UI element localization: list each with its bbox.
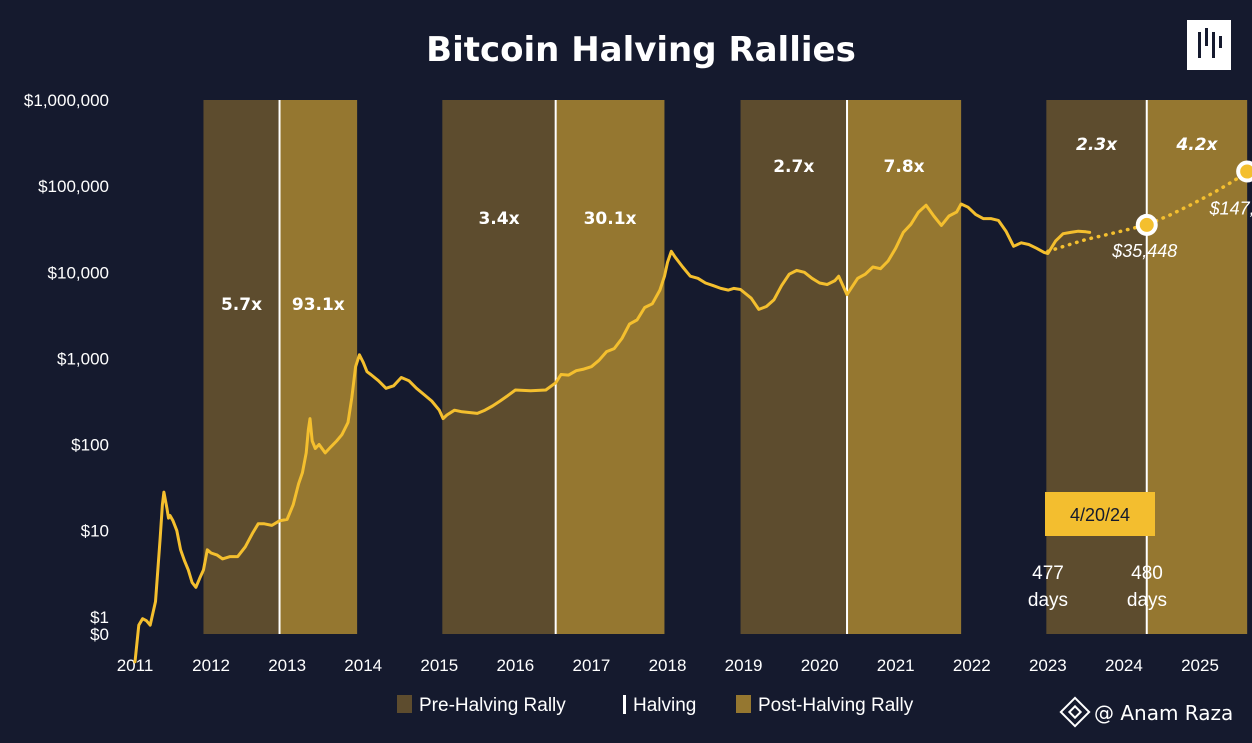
legend-label-post: Post-Halving Rally bbox=[758, 695, 914, 716]
pre-days-unit: days bbox=[1028, 590, 1068, 611]
x-tick-label: 2024 bbox=[1105, 656, 1143, 675]
post-days-unit: days bbox=[1127, 590, 1167, 611]
credit: @ Anam Raza bbox=[1059, 696, 1233, 728]
rally-multiplier-4: 2.7x bbox=[773, 157, 814, 177]
y-tick-label: $1,000,000 bbox=[24, 91, 109, 110]
projection-points: $35,448 $147,843 bbox=[1111, 160, 1252, 261]
x-tick-label: 2012 bbox=[192, 656, 230, 675]
y-tick-label: $1,000 bbox=[57, 349, 109, 368]
x-tick-label: 2019 bbox=[725, 656, 763, 675]
y-tick-label: $10 bbox=[81, 522, 109, 541]
x-tick-label: 2013 bbox=[268, 656, 306, 675]
post-halving-days: 480 days bbox=[1127, 563, 1167, 611]
y-axis: $1,000,000 $100,000 $10,000 $1,000 $100 $10 $1… bbox=[24, 91, 109, 644]
rally-multiplier-2: 3.4x bbox=[478, 209, 519, 229]
price-line bbox=[133, 202, 1092, 664]
pre-halving-days: 477 days bbox=[1028, 563, 1068, 611]
rally-band-7 bbox=[1146, 100, 1248, 634]
x-tick-label: 2025 bbox=[1181, 656, 1219, 675]
halving-date-label: 4/20/24 bbox=[1070, 505, 1130, 525]
rally-multipliers: 5.7x 93.1x 3.4x 30.1x 2.7x 7.8x 2.3x 4.2x bbox=[221, 135, 1219, 315]
x-tick-label: 2016 bbox=[496, 656, 534, 675]
x-tick-label: 2014 bbox=[344, 656, 382, 675]
rally-band-5 bbox=[847, 100, 962, 634]
pre-days-number: 477 bbox=[1032, 563, 1064, 584]
projection-line bbox=[1046, 169, 1249, 254]
x-tick-label: 2017 bbox=[573, 656, 611, 675]
x-tick-label: 2023 bbox=[1029, 656, 1067, 675]
x-axis: 2011 2012 2013 2014 2015 2016 2017 2018 2019 2020… bbox=[117, 656, 1219, 675]
rally-multiplier-0: 5.7x bbox=[221, 295, 262, 315]
x-tick-label: 2022 bbox=[953, 656, 991, 675]
rally-band-3 bbox=[555, 100, 665, 634]
y-tick-label: $100,000 bbox=[38, 177, 109, 196]
rally-band-6 bbox=[1046, 100, 1147, 634]
legend-label-pre: Pre-Halving Rally bbox=[419, 695, 566, 716]
halving-date-badge: 4/20/24 bbox=[1045, 492, 1155, 536]
projection-point-1 bbox=[1236, 160, 1252, 183]
legend-swatch-pre bbox=[397, 695, 412, 713]
projection-price-label-1: $147,843 bbox=[1209, 199, 1252, 219]
y-tick-label: $10,000 bbox=[48, 263, 109, 282]
legend-swatch-halving bbox=[623, 695, 626, 714]
x-tick-label: 2015 bbox=[420, 656, 458, 675]
rally-band-2 bbox=[442, 100, 556, 634]
x-tick-label: 2020 bbox=[801, 656, 839, 675]
rally-bands bbox=[203, 100, 1248, 634]
rally-band-4 bbox=[740, 100, 848, 634]
projection-price-label-0: $35,448 bbox=[1111, 241, 1177, 261]
rally-multiplier-3: 30.1x bbox=[584, 209, 637, 229]
chart-title: Bitcoin Halving Rallies bbox=[426, 30, 856, 70]
projection-point-0 bbox=[1135, 213, 1158, 236]
rally-multiplier-6: 2.3x bbox=[1076, 135, 1118, 155]
binance-icon bbox=[1059, 696, 1091, 728]
legend-label-halving: Halving bbox=[633, 695, 696, 716]
legend: Pre-Halving Rally Halving Post-Halving R… bbox=[397, 695, 914, 716]
x-tick-label: 2021 bbox=[877, 656, 915, 675]
rally-band-0 bbox=[203, 100, 280, 634]
y-tick-label: $0 bbox=[90, 625, 109, 644]
x-tick-label: 2011 bbox=[117, 656, 154, 675]
rally-band-1 bbox=[279, 100, 358, 634]
credit-text: @ Anam Raza bbox=[1094, 701, 1233, 725]
price-series bbox=[133, 169, 1249, 664]
halving-lines bbox=[278, 100, 1148, 634]
y-tick-label: $100 bbox=[71, 436, 109, 455]
y-tick-label: $1 bbox=[90, 608, 109, 627]
x-tick-label: 2018 bbox=[649, 656, 687, 675]
rally-multiplier-5: 7.8x bbox=[884, 157, 925, 177]
legend-swatch-post bbox=[736, 695, 751, 713]
logo-icon bbox=[1187, 20, 1231, 70]
rally-multiplier-7: 4.2x bbox=[1175, 135, 1218, 155]
post-days-number: 480 bbox=[1131, 563, 1163, 584]
rally-multiplier-1: 93.1x bbox=[292, 295, 345, 315]
